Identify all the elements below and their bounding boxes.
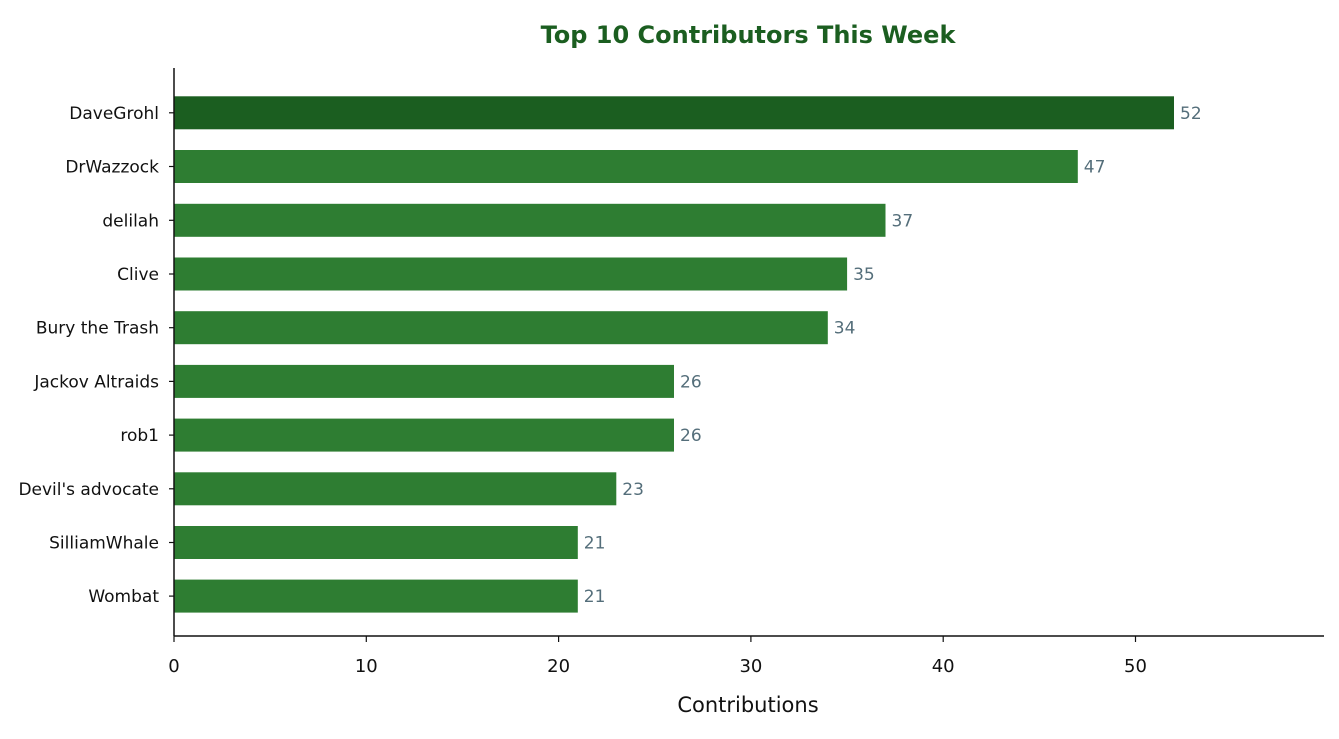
value-label: 21 [584, 587, 606, 607]
category-label: Clive [117, 265, 159, 285]
x-tick-label: 0 [168, 656, 179, 677]
category-label: Jackov Altraids [33, 372, 159, 392]
value-label: 34 [834, 319, 856, 339]
bar-4 [174, 311, 828, 345]
value-label: 52 [1180, 104, 1202, 124]
x-tick-label: 10 [355, 656, 378, 677]
bar-3 [174, 257, 848, 291]
category-label: DrWazzock [65, 158, 159, 178]
bar-5 [174, 364, 674, 398]
value-label: 23 [622, 480, 644, 500]
category-label: Bury the Trash [36, 319, 159, 339]
bars-layer [174, 96, 1174, 613]
category-label: delilah [102, 211, 159, 231]
value-label: 37 [892, 211, 914, 231]
bar-6 [174, 418, 674, 452]
x-tick-label: 40 [932, 656, 955, 677]
x-tick-label: 50 [1124, 656, 1147, 677]
x-tick-label: 30 [739, 656, 762, 677]
bar-0 [174, 96, 1174, 130]
x-tick-label: 20 [547, 656, 570, 677]
value-label: 21 [584, 534, 606, 554]
bar-7 [174, 472, 617, 506]
x-axis-title: Contributions [677, 693, 818, 717]
value-label: 26 [680, 372, 702, 392]
value-label: 47 [1084, 158, 1106, 178]
value-label: 35 [853, 265, 875, 285]
bar-1 [174, 150, 1078, 183]
bar-2 [174, 203, 886, 237]
bar-9 [174, 579, 578, 613]
category-label: SilliamWhale [49, 534, 159, 554]
value-label: 26 [680, 426, 702, 446]
category-label: Wombat [88, 587, 159, 607]
labels-layer: DaveGrohl 52 DrWazzock 47 delilah 37 Clive 35 Bu… [18, 104, 1201, 607]
category-label: DaveGrohl [69, 104, 159, 124]
axes-layer: 0 10 20 30 40 50 [168, 68, 1324, 677]
category-label: rob1 [120, 426, 159, 446]
chart-title: Top 10 Contributors This Week [541, 21, 957, 49]
category-label: Devil's advocate [18, 480, 159, 500]
bar-8 [174, 526, 578, 559]
